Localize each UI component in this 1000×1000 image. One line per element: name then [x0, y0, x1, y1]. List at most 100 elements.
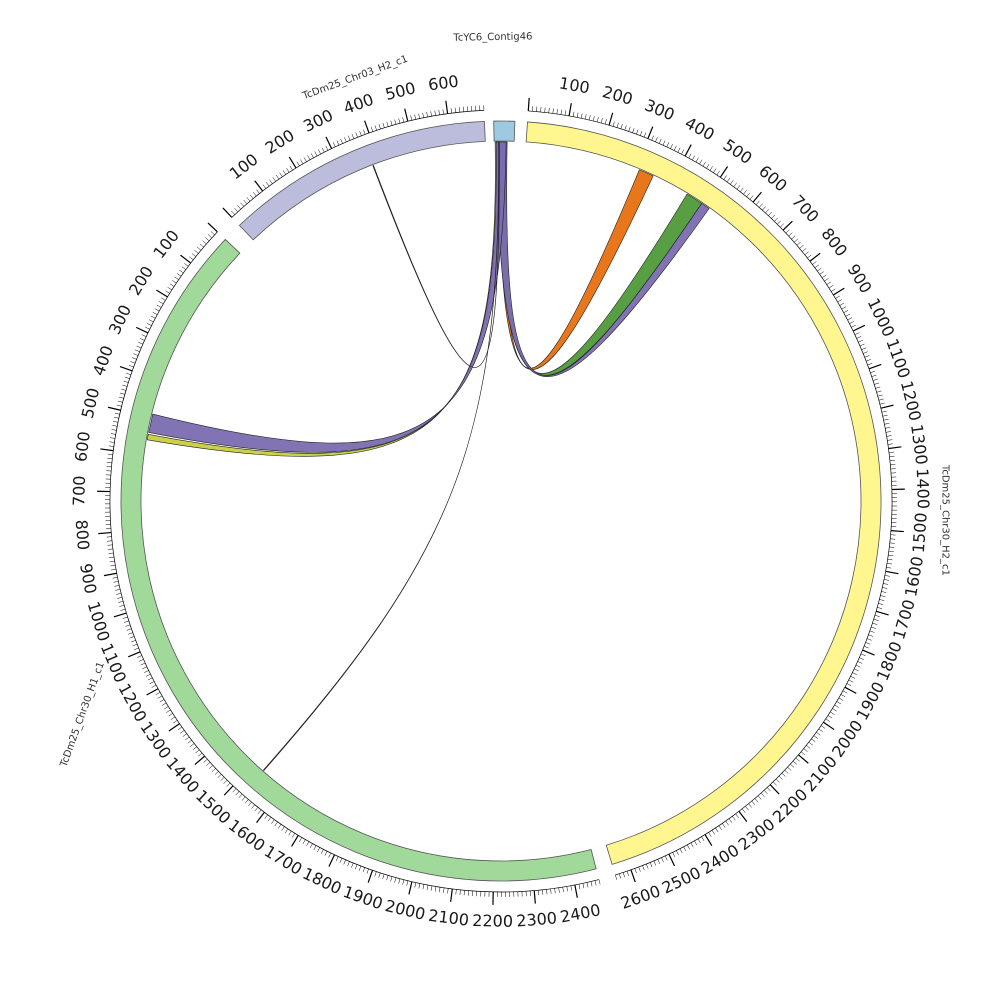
minor-tick-chr30h2 [856, 336, 862, 339]
minor-tick-chr30h2 [708, 832, 712, 837]
minor-tick-chr30h1 [351, 862, 354, 868]
minor-tick-chr30h2 [875, 386, 881, 389]
minor-tick-chr30h2 [615, 874, 618, 880]
minor-tick-chr30h1 [107, 453, 113, 455]
tick-label-chr03h2: 400 [341, 90, 376, 118]
minor-tick-chr30h1 [390, 876, 393, 882]
major-tick-chr30h1 [574, 884, 578, 898]
segment-band-chr03h2 [238, 120, 486, 241]
major-tick-chr30h1 [256, 811, 265, 823]
minor-tick-chr30h1 [196, 246, 202, 251]
tick-label-chr30h2: 1300 [907, 423, 931, 466]
major-tick-chr30h2 [875, 610, 889, 616]
minor-tick-chr30h1 [235, 791, 240, 796]
minor-tick-chr30h2 [556, 109, 558, 115]
minor-tick-chr30h2 [624, 125, 627, 131]
minor-tick-chr30h2 [818, 728, 823, 733]
minor-tick-chr30h2 [716, 170, 720, 176]
minor-tick-chr30h2 [873, 618, 879, 621]
minor-tick-chr30h2 [628, 126, 631, 132]
minor-tick-chr30h1 [226, 782, 231, 787]
minor-tick-chr30h2 [634, 868, 637, 874]
segment-band-contig46 [493, 120, 516, 142]
minor-tick-chr30h2 [755, 200, 760, 205]
minor-tick-chr30h2 [828, 285, 834, 289]
minor-tick-chr30h2 [835, 295, 840, 299]
minor-tick-chr30h1 [142, 666, 147, 670]
minor-tick-chr30h2 [651, 135, 654, 141]
minor-tick-chr30h1 [169, 283, 175, 287]
minor-tick-chr30h2 [749, 195, 754, 200]
minor-tick-chr30h1 [182, 733, 187, 737]
major-tick-chr03h2 [325, 136, 333, 149]
minor-tick-chr03h2 [300, 159, 304, 164]
minor-tick-chr03h2 [344, 137, 347, 142]
minor-tick-chr03h2 [382, 122, 385, 128]
minor-tick-chr30h1 [176, 273, 182, 277]
minor-tick-chr30h1 [394, 877, 397, 883]
minor-tick-chr03h2 [402, 117, 405, 123]
minor-tick-chr30h2 [690, 842, 694, 848]
tick-label-chr30h2: 200 [600, 82, 635, 109]
minor-tick-chr30h2 [697, 838, 701, 844]
major-tick-chr30h2 [880, 404, 894, 409]
minor-tick-chr30h1 [406, 880, 409, 886]
major-tick-chr30h1 [168, 723, 180, 732]
major-tick-chr30h2 [752, 191, 762, 203]
minor-tick-chr30h1 [335, 856, 339, 862]
minor-tick-chr30h1 [131, 357, 137, 360]
minor-tick-chr03h2 [265, 181, 270, 187]
minor-tick-chr30h1 [168, 713, 173, 717]
segment-band-chr30h2 [525, 121, 882, 865]
tick-label-chr30h2: 500 [720, 135, 756, 168]
minor-tick-chr30h2 [754, 798, 759, 803]
minor-tick-chr30h1 [114, 585, 120, 587]
minor-tick-chr30h1 [214, 771, 219, 775]
minor-tick-chr30h1 [125, 624, 131, 627]
minor-tick-chr30h2 [790, 763, 795, 768]
minor-tick-chr30h1 [217, 774, 222, 778]
major-tick-chr03h2 [364, 120, 370, 134]
tick-label-chr30h1: 2100 [427, 906, 470, 930]
minor-tick-chr03h2 [237, 205, 241, 210]
tick-label-chr30h1: 1700 [261, 841, 306, 878]
minor-tick-chr30h1 [554, 888, 556, 894]
minor-tick-chr30h2 [699, 159, 703, 165]
minor-tick-chr30h1 [366, 868, 369, 874]
major-tick-chr30h1 [291, 835, 299, 847]
minor-tick-chr30h1 [328, 852, 331, 858]
minor-tick-chr30h2 [816, 732, 821, 736]
minor-tick-chr30h1 [132, 643, 138, 647]
minor-tick-chr30h2 [612, 121, 615, 127]
tick-label-chr30h2: 2100 [800, 752, 841, 795]
minor-tick-chr30h2 [878, 398, 884, 401]
minor-tick-chr30h2 [779, 223, 784, 228]
minor-tick-chr30h2 [889, 542, 895, 544]
minor-tick-chr30h2 [872, 622, 878, 625]
minor-tick-chr03h2 [243, 199, 248, 204]
minor-tick-chr03h2 [351, 134, 355, 139]
minor-tick-chr03h2 [347, 135, 351, 141]
minor-tick-chr30h2 [723, 175, 727, 180]
tick-label-chr30h2: 700 [788, 191, 823, 226]
minor-tick-chr30h2 [640, 130, 643, 136]
tick-label-chr30h1: 1300 [136, 718, 175, 762]
minor-tick-chr30h2 [709, 166, 713, 171]
minor-tick-chr03h2 [458, 107, 460, 113]
minor-tick-chr30h1 [177, 726, 183, 731]
minor-tick-chr30h2 [604, 119, 607, 125]
minor-tick-chr30h2 [867, 363, 873, 366]
minor-tick-chr30h2 [757, 795, 762, 800]
minor-tick-chr30h2 [725, 820, 729, 826]
minor-tick-chr30h2 [884, 423, 890, 425]
major-tick-chr30h2 [704, 834, 713, 846]
tick-label-chr30h1: 2200 [472, 911, 513, 931]
minor-tick-chr30h1 [158, 301, 164, 305]
minor-tick-chr30h1 [163, 706, 169, 710]
major-tick-chr30h2 [888, 446, 902, 450]
minor-tick-chr30h1 [137, 655, 142, 658]
minor-tick-chr03h2 [246, 197, 251, 202]
minor-tick-chr30h2 [887, 443, 893, 445]
minor-tick-chr03h2 [410, 115, 412, 121]
